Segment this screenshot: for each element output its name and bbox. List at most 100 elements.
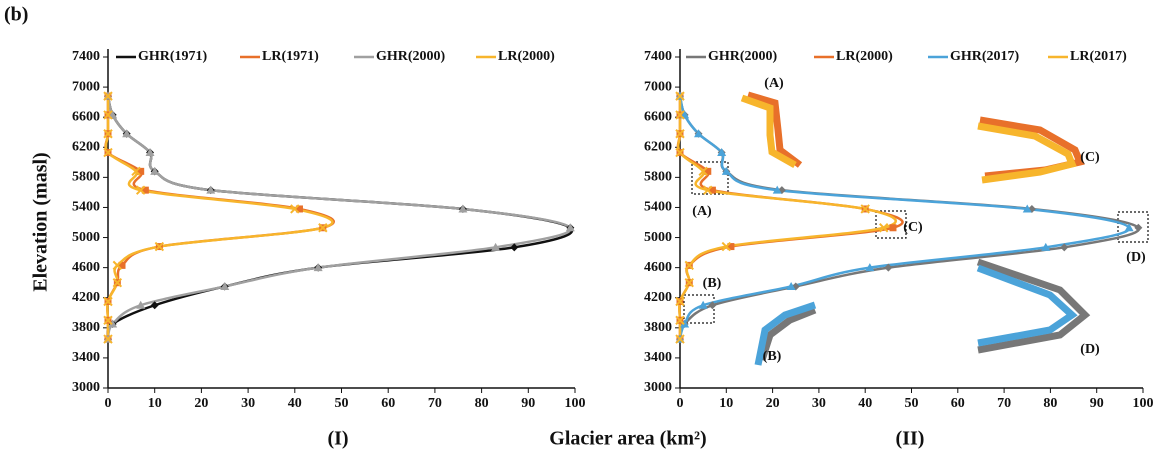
marker: [721, 166, 731, 175]
marker: [727, 243, 735, 251]
x-tick-label: 30: [812, 396, 826, 411]
inset-curve: [976, 258, 1091, 354]
marker: [675, 91, 685, 101]
y-tick-label: 3400: [644, 350, 672, 365]
series-line: [106, 95, 572, 340]
y-tick-label: 5000: [72, 230, 100, 245]
marker: [1022, 204, 1032, 213]
annotation: (B): [763, 349, 782, 364]
marker: [103, 296, 113, 307]
x-tick-label: 40: [288, 396, 302, 411]
marker: [884, 263, 893, 272]
marker: [318, 223, 328, 233]
inset-curve: [754, 301, 817, 366]
marker: [565, 223, 575, 232]
figure-label: (b): [4, 4, 28, 26]
y-tick-label: 5400: [644, 200, 672, 215]
inset-curve: [747, 91, 803, 168]
marker: [150, 166, 160, 175]
y-tick-label: 6200: [644, 139, 672, 154]
legend-label: GHR(2000): [708, 49, 778, 64]
panel-title: (I): [327, 428, 348, 450]
marker: [1041, 242, 1051, 251]
marker: [295, 205, 303, 213]
marker: [675, 315, 685, 326]
x-tick-label: 50: [335, 396, 349, 411]
marker: [684, 277, 694, 288]
y-tick-label: 7000: [72, 79, 100, 94]
marker: [103, 334, 113, 344]
marker: [118, 261, 126, 269]
marker: [206, 185, 216, 194]
marker: [772, 185, 782, 194]
marker: [860, 204, 870, 214]
marker: [721, 241, 732, 252]
marker: [136, 300, 146, 309]
y-tick-label: 4600: [72, 260, 100, 275]
marker: [150, 301, 159, 310]
y-tick-label: 6200: [72, 139, 100, 154]
y-tick-label: 7400: [72, 49, 100, 64]
marker: [1134, 223, 1143, 232]
annotation: (D): [1080, 342, 1100, 357]
marker: [137, 167, 145, 175]
marker: [145, 148, 155, 157]
legend-label: GHR(2017): [950, 49, 1020, 64]
legend-label: GHR(2000): [376, 49, 446, 64]
x-tick-label: 80: [475, 396, 489, 411]
zoom-box: [1117, 211, 1149, 243]
zoom-boxes: [683, 161, 1149, 324]
y-tick-label: 7400: [644, 49, 672, 64]
marker: [704, 167, 712, 175]
marker: [313, 263, 323, 272]
x-tick-label: 20: [194, 396, 208, 411]
marker: [103, 110, 113, 120]
marker: [135, 185, 146, 195]
marker: [122, 129, 132, 138]
marker: [491, 242, 501, 251]
y-tick-label: 3800: [72, 320, 100, 335]
x-tick-label: 60: [381, 396, 395, 411]
marker: [698, 300, 708, 309]
legend-label: LR(2000): [498, 49, 555, 64]
marker: [510, 243, 519, 252]
marker: [103, 91, 113, 101]
marker: [112, 260, 123, 271]
series-line: [678, 95, 1131, 340]
y-tick-label: 5400: [72, 200, 100, 215]
annotation: (C): [903, 220, 923, 235]
x-tick-label: 100: [565, 396, 586, 411]
y-tick-label: 3800: [644, 320, 672, 335]
annotation: (D): [1126, 250, 1146, 265]
zoom-box: [875, 210, 907, 239]
panel-title: (II): [896, 428, 925, 450]
y-tick-label: 4600: [644, 260, 672, 275]
marker: [1124, 223, 1134, 232]
zoom-box: [683, 294, 715, 324]
y-tick-label: 5800: [644, 170, 672, 185]
marker: [154, 241, 165, 252]
annotation: (A): [764, 76, 784, 91]
annotation: (C): [1080, 150, 1100, 165]
legend-label: LR(1971): [262, 49, 319, 64]
annotation: (B): [703, 276, 722, 291]
legend-label: LR(2000): [836, 49, 893, 64]
marker: [889, 224, 897, 232]
y-tick-label: 4200: [72, 290, 100, 305]
x-tick-label: 30: [241, 396, 255, 411]
x-tick-label: 70: [428, 396, 442, 411]
y-tick-label: 6600: [72, 109, 100, 124]
marker: [675, 296, 685, 307]
x-tick-label: 100: [1133, 396, 1154, 411]
x-tick-label: 90: [521, 396, 535, 411]
marker: [694, 129, 704, 138]
x-tick-label: 70: [997, 396, 1011, 411]
inset-curve: [976, 264, 1078, 347]
inset-curve: [740, 94, 797, 169]
marker: [131, 166, 141, 177]
marker: [112, 277, 123, 288]
marker: [698, 166, 708, 177]
y-tick-label: 6600: [644, 109, 672, 124]
x-tick-label: 0: [677, 396, 684, 411]
